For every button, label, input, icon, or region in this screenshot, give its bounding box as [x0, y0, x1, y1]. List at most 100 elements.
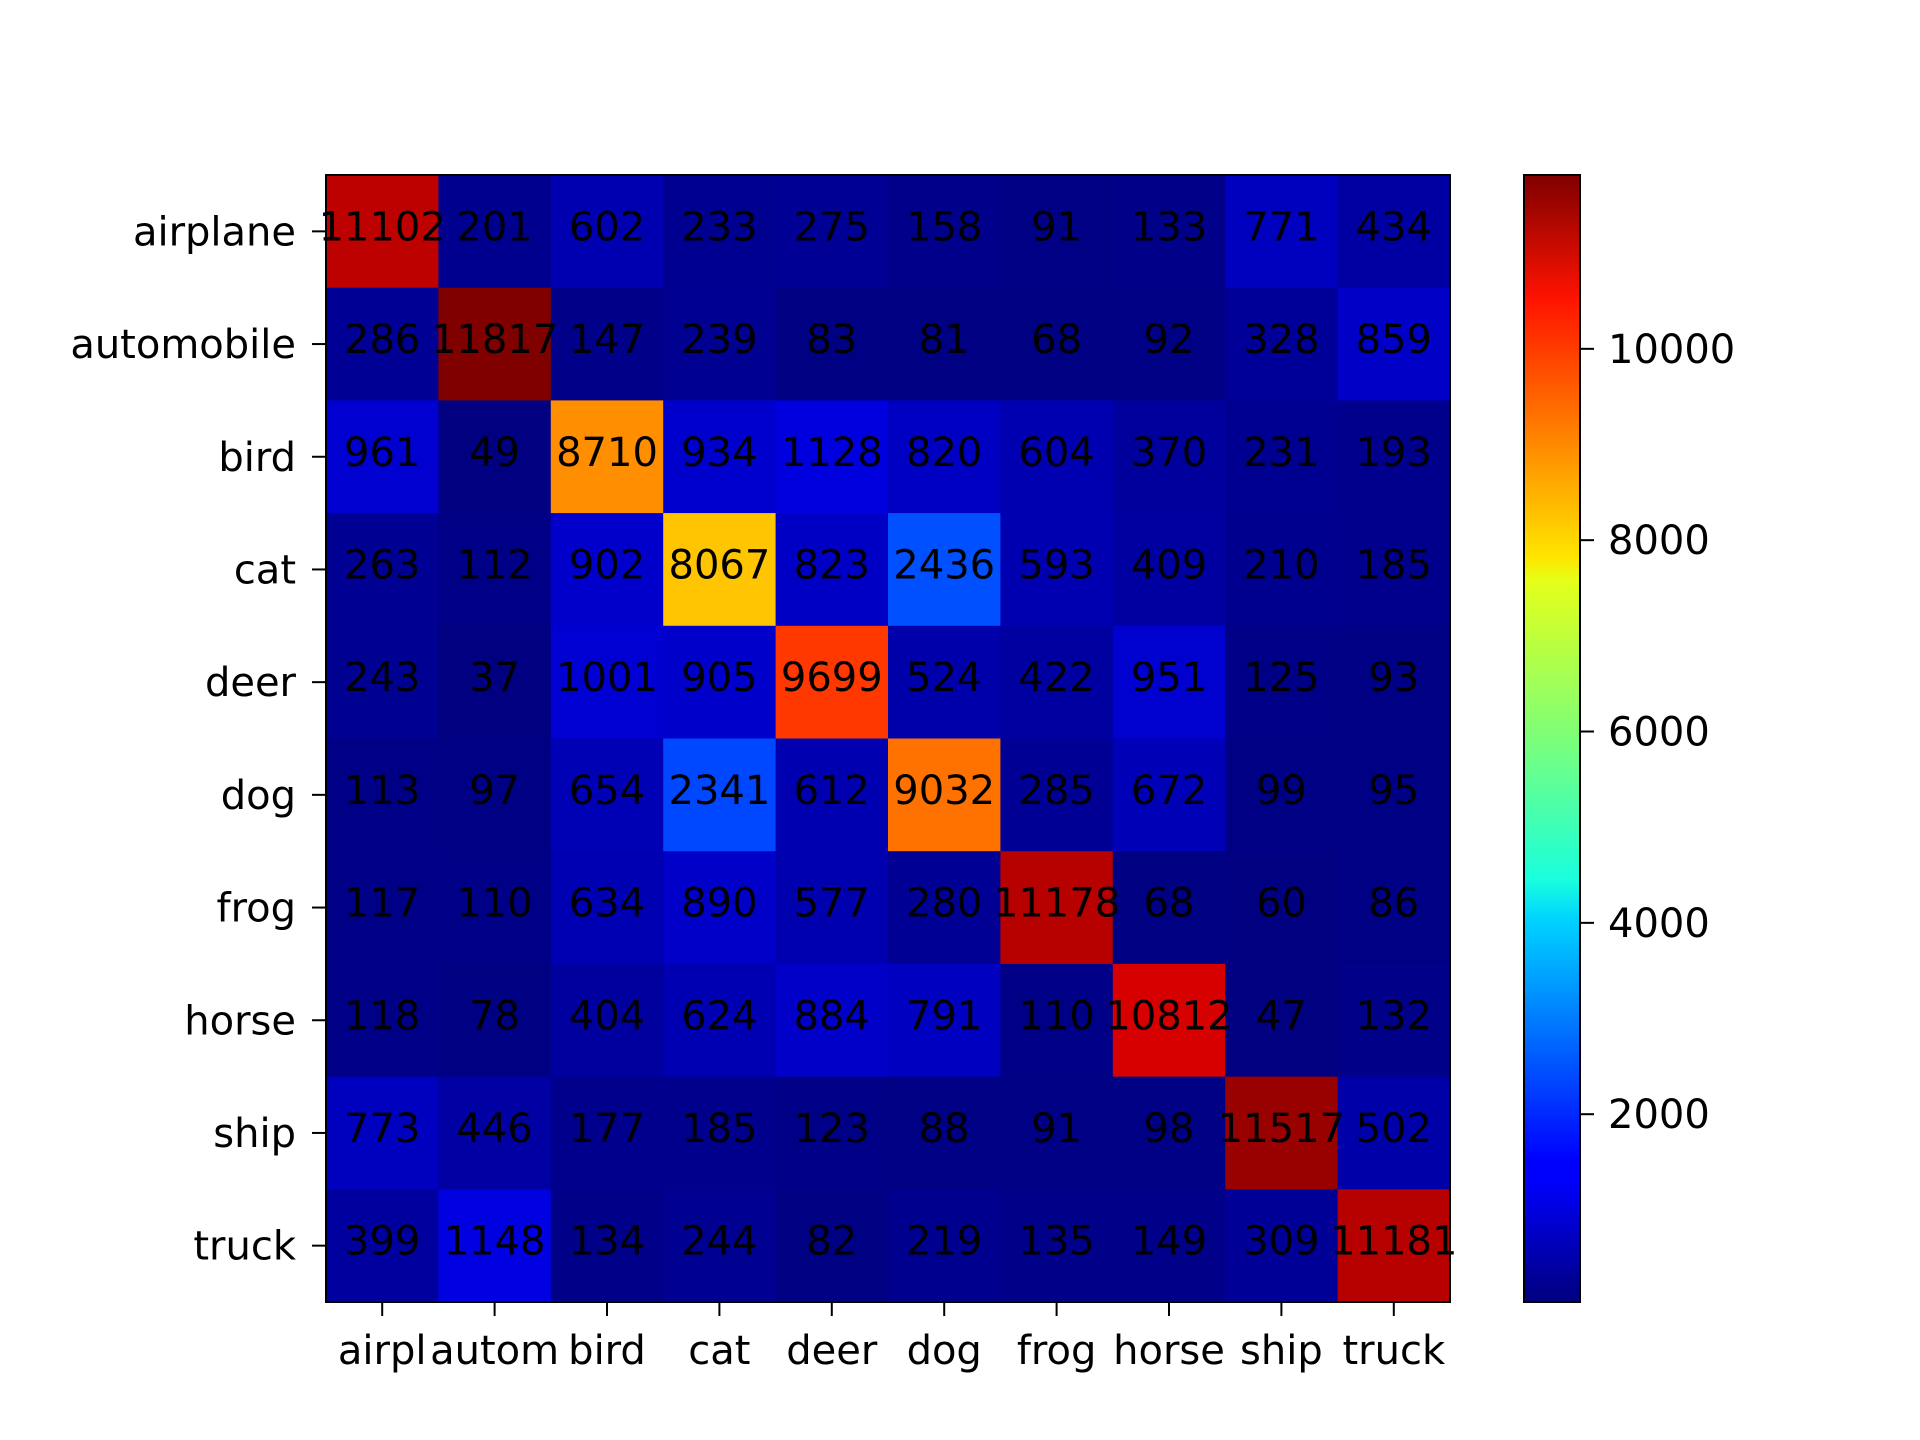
heatmap-cell	[775, 287, 889, 401]
heatmap-cell	[1225, 1189, 1339, 1303]
x-tick-label: ship	[1240, 1328, 1323, 1374]
cell-value-label: 244	[681, 1219, 757, 1265]
y-tick-label: airplane	[133, 209, 296, 255]
cell-value-label: 905	[681, 655, 757, 701]
cell-value-label: 577	[794, 881, 870, 927]
heatmap-cell	[1225, 400, 1339, 514]
heatmap-cell	[326, 738, 439, 852]
cell-value-label: 93	[1368, 655, 1419, 701]
cell-value-label: 110	[1018, 993, 1094, 1039]
cell-value-label: 820	[906, 430, 982, 476]
heatmap-cell	[1000, 963, 1114, 1078]
cell-value-label: 47	[1256, 993, 1307, 1039]
heatmap-cell	[550, 851, 664, 965]
y-tick-label: bird	[218, 435, 296, 481]
cell-value-label: 158	[906, 204, 982, 250]
cell-value-label: 10812	[1105, 993, 1232, 1039]
heatmap-cell	[1337, 851, 1451, 965]
cell-value-label: 219	[906, 1219, 982, 1265]
cell-value-label: 859	[1356, 317, 1432, 363]
heatmap-cell	[1112, 287, 1226, 401]
heatmap-cell	[1112, 1189, 1226, 1303]
y-tick-label: deer	[205, 660, 297, 706]
heatmap-cell	[1225, 738, 1339, 852]
cell-value-label: 118	[344, 993, 420, 1039]
heatmap-cell	[326, 400, 439, 514]
cell-value-label: 604	[1018, 430, 1094, 476]
heatmap-cell	[1000, 1076, 1114, 1190]
heatmap-cell	[1112, 625, 1226, 739]
x-tick-label: dog	[907, 1328, 982, 1374]
cell-value-label: 68	[1031, 317, 1082, 363]
heatmap-cell	[550, 738, 664, 852]
heatmap-cell	[326, 513, 439, 627]
heatmap-cell	[775, 851, 889, 965]
x-tick-label: autom	[430, 1328, 559, 1374]
x-tick-label: truck	[1342, 1328, 1445, 1374]
y-tick-label: cat	[234, 547, 296, 593]
cell-value-label: 11102	[319, 204, 446, 250]
cell-value-label: 185	[681, 1106, 757, 1152]
cell-value-label: 1148	[444, 1219, 546, 1265]
cell-value-label: 83	[806, 317, 857, 363]
heatmap-cell	[1337, 513, 1451, 627]
heatmap-cell	[438, 287, 552, 401]
heatmap-cell	[1112, 851, 1226, 965]
heatmap-cell	[326, 1076, 439, 1190]
heatmap-cells	[326, 175, 1451, 1303]
x-tick-label: horse	[1113, 1328, 1225, 1374]
cell-value-label: 60	[1256, 881, 1307, 927]
cell-value-label: 95	[1368, 768, 1419, 814]
cell-value-label: 773	[344, 1106, 420, 1152]
heatmap-cell	[663, 625, 777, 739]
heatmap-cell	[775, 1189, 889, 1303]
cell-value-label: 434	[1356, 204, 1432, 250]
cell-value-label: 231	[1243, 430, 1319, 476]
heatmap-cell	[775, 400, 889, 514]
y-tick-label: dog	[221, 773, 296, 819]
cell-value-label: 97	[469, 768, 520, 814]
x-tick-label: deer	[786, 1328, 878, 1374]
x-tick-label: airpl	[338, 1328, 427, 1374]
cell-value-label: 654	[569, 768, 645, 814]
cell-value-label: 133	[1131, 204, 1207, 250]
cell-value-label: 280	[906, 881, 982, 927]
cell-value-label: 409	[1131, 542, 1207, 588]
heatmap-cell	[663, 287, 777, 401]
cell-value-label: 110	[456, 881, 532, 927]
heatmap-cell	[550, 625, 664, 739]
heatmap-cell	[888, 175, 1001, 289]
cell-value-label: 201	[456, 204, 532, 250]
heatmap-cell	[326, 175, 439, 289]
heatmap-cell	[438, 1076, 552, 1190]
cell-value-label: 263	[344, 542, 420, 588]
cell-value-label: 9032	[893, 768, 995, 814]
colorbar-tick-label: 8000	[1608, 518, 1710, 564]
heatmap-cell	[438, 513, 552, 627]
heatmap-cell	[1225, 175, 1339, 289]
heatmap-cell	[1337, 1076, 1451, 1190]
cell-value-label: 185	[1356, 542, 1432, 588]
cell-value-label: 147	[569, 317, 645, 363]
heatmap-cell	[438, 400, 552, 514]
heatmap-cell	[550, 513, 664, 627]
heatmap-cell	[326, 963, 439, 1078]
cell-value-label: 404	[569, 993, 645, 1039]
heatmap-cell	[438, 738, 552, 852]
cell-value-label: 309	[1243, 1219, 1319, 1265]
cell-value-label: 502	[1356, 1106, 1432, 1152]
cell-value-label: 11181	[1330, 1219, 1457, 1265]
cell-value-label: 233	[681, 204, 757, 250]
cell-value-label: 422	[1018, 655, 1094, 701]
heatmap-cell	[1112, 175, 1226, 289]
cell-value-label: 134	[569, 1219, 645, 1265]
heatmap-cell	[1112, 738, 1226, 852]
cell-value-label: 37	[469, 655, 520, 701]
heatmap-cell	[326, 287, 439, 401]
cell-value-label: 275	[794, 204, 870, 250]
heatmap-cell	[888, 287, 1001, 401]
heatmap-cell	[888, 738, 1001, 852]
cell-value-label: 902	[569, 542, 645, 588]
cell-value-label: 1001	[556, 655, 658, 701]
